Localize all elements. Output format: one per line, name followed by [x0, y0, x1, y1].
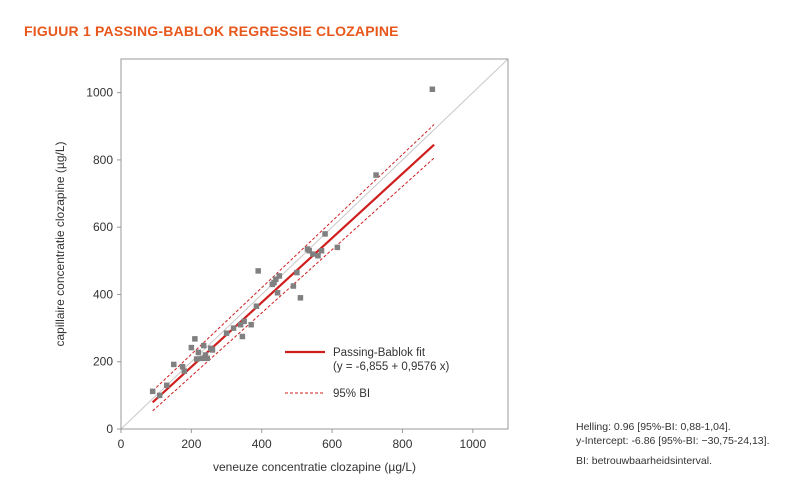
- ci-lower-line: [152, 157, 435, 412]
- data-point: [200, 342, 207, 349]
- identity-line-group: [120, 58, 509, 430]
- data-point: [230, 325, 237, 331]
- data-point: [195, 349, 202, 356]
- x-tick-label: 400: [252, 437, 272, 451]
- identity-line: [120, 58, 509, 430]
- legend-ci-label: 95% BI: [333, 388, 370, 400]
- data-point: [274, 290, 281, 296]
- data-point: [315, 253, 321, 259]
- data-point: [237, 321, 244, 328]
- y-tick-label: 200: [93, 355, 113, 369]
- data-point: [297, 295, 304, 301]
- y-tick-label: 800: [93, 153, 113, 167]
- data-point: [202, 352, 209, 358]
- ci-upper-line: [152, 124, 435, 392]
- legend-fit-label: Passing-Bablok fit: [333, 347, 426, 359]
- legend: Passing-Bablok fit (y = -6,855 + 0,9576 …: [285, 347, 450, 400]
- data-point: [179, 364, 186, 370]
- y-axis-label: capillaire concentratie clozapine (µg/L): [53, 141, 67, 346]
- data-point: [149, 388, 156, 395]
- data-point: [239, 333, 246, 340]
- statistics-notes: Helling: 0.96 [95%-BI: 0,88-1,04]. y-Int…: [576, 420, 796, 468]
- data-point: [204, 355, 210, 362]
- data-points-group: [149, 86, 436, 399]
- abbreviation-note: BI: betrouwbaarheidsinterval.: [576, 455, 712, 467]
- data-point: [322, 231, 328, 237]
- y-tick-label: 1000: [86, 86, 113, 100]
- data-point: [318, 247, 325, 254]
- legend-fit-equation: (y = -6,855 + 0,9576 x): [333, 361, 450, 373]
- x-axis-ticks: 0 200 400 600 800 1000: [118, 429, 486, 451]
- slope-note: Helling: 0.96 [95%-BI: 0,88-1,04].: [576, 421, 731, 433]
- data-point: [163, 382, 170, 389]
- data-point: [248, 321, 254, 328]
- figure-title: FIGUUR 1 PASSING-BABLOK REGRESSIE CLOZAP…: [24, 23, 399, 39]
- confidence-interval-group: [152, 124, 435, 412]
- data-point: [192, 336, 198, 342]
- data-point: [188, 344, 195, 351]
- data-point: [306, 247, 312, 254]
- data-point: [373, 172, 379, 178]
- data-point: [171, 361, 177, 368]
- data-point: [181, 368, 188, 374]
- data-point: [193, 356, 200, 362]
- data-point: [209, 347, 216, 353]
- data-point: [276, 273, 283, 279]
- data-point: [290, 283, 297, 289]
- x-tick-label: 200: [181, 437, 201, 451]
- data-point: [241, 318, 247, 325]
- data-point: [309, 251, 316, 257]
- intercept-note: y-Intercept: -6.86 [95%-BI: −30,75-24,13…: [576, 435, 770, 447]
- y-tick-label: 600: [93, 220, 113, 234]
- data-point: [156, 392, 163, 399]
- x-tick-label: 0: [118, 437, 125, 451]
- data-point: [253, 303, 260, 309]
- y-tick-label: 0: [106, 422, 113, 436]
- data-point: [294, 269, 300, 276]
- data-point: [199, 355, 205, 362]
- x-tick-label: 600: [322, 437, 342, 451]
- y-axis-ticks: 0 200 400 600 800 1000: [86, 86, 121, 436]
- data-point: [223, 330, 230, 336]
- x-tick-label: 1000: [459, 437, 486, 451]
- plot-frame: [120, 58, 509, 430]
- data-point: [273, 276, 279, 283]
- data-point: [255, 268, 261, 274]
- data-point: [271, 279, 277, 286]
- data-point: [429, 86, 436, 93]
- data-point: [334, 244, 341, 251]
- x-axis-label: veneuze concentratie clozapine (µg/L): [213, 460, 416, 474]
- x-tick-label: 800: [392, 437, 412, 451]
- y-tick-label: 400: [93, 287, 113, 301]
